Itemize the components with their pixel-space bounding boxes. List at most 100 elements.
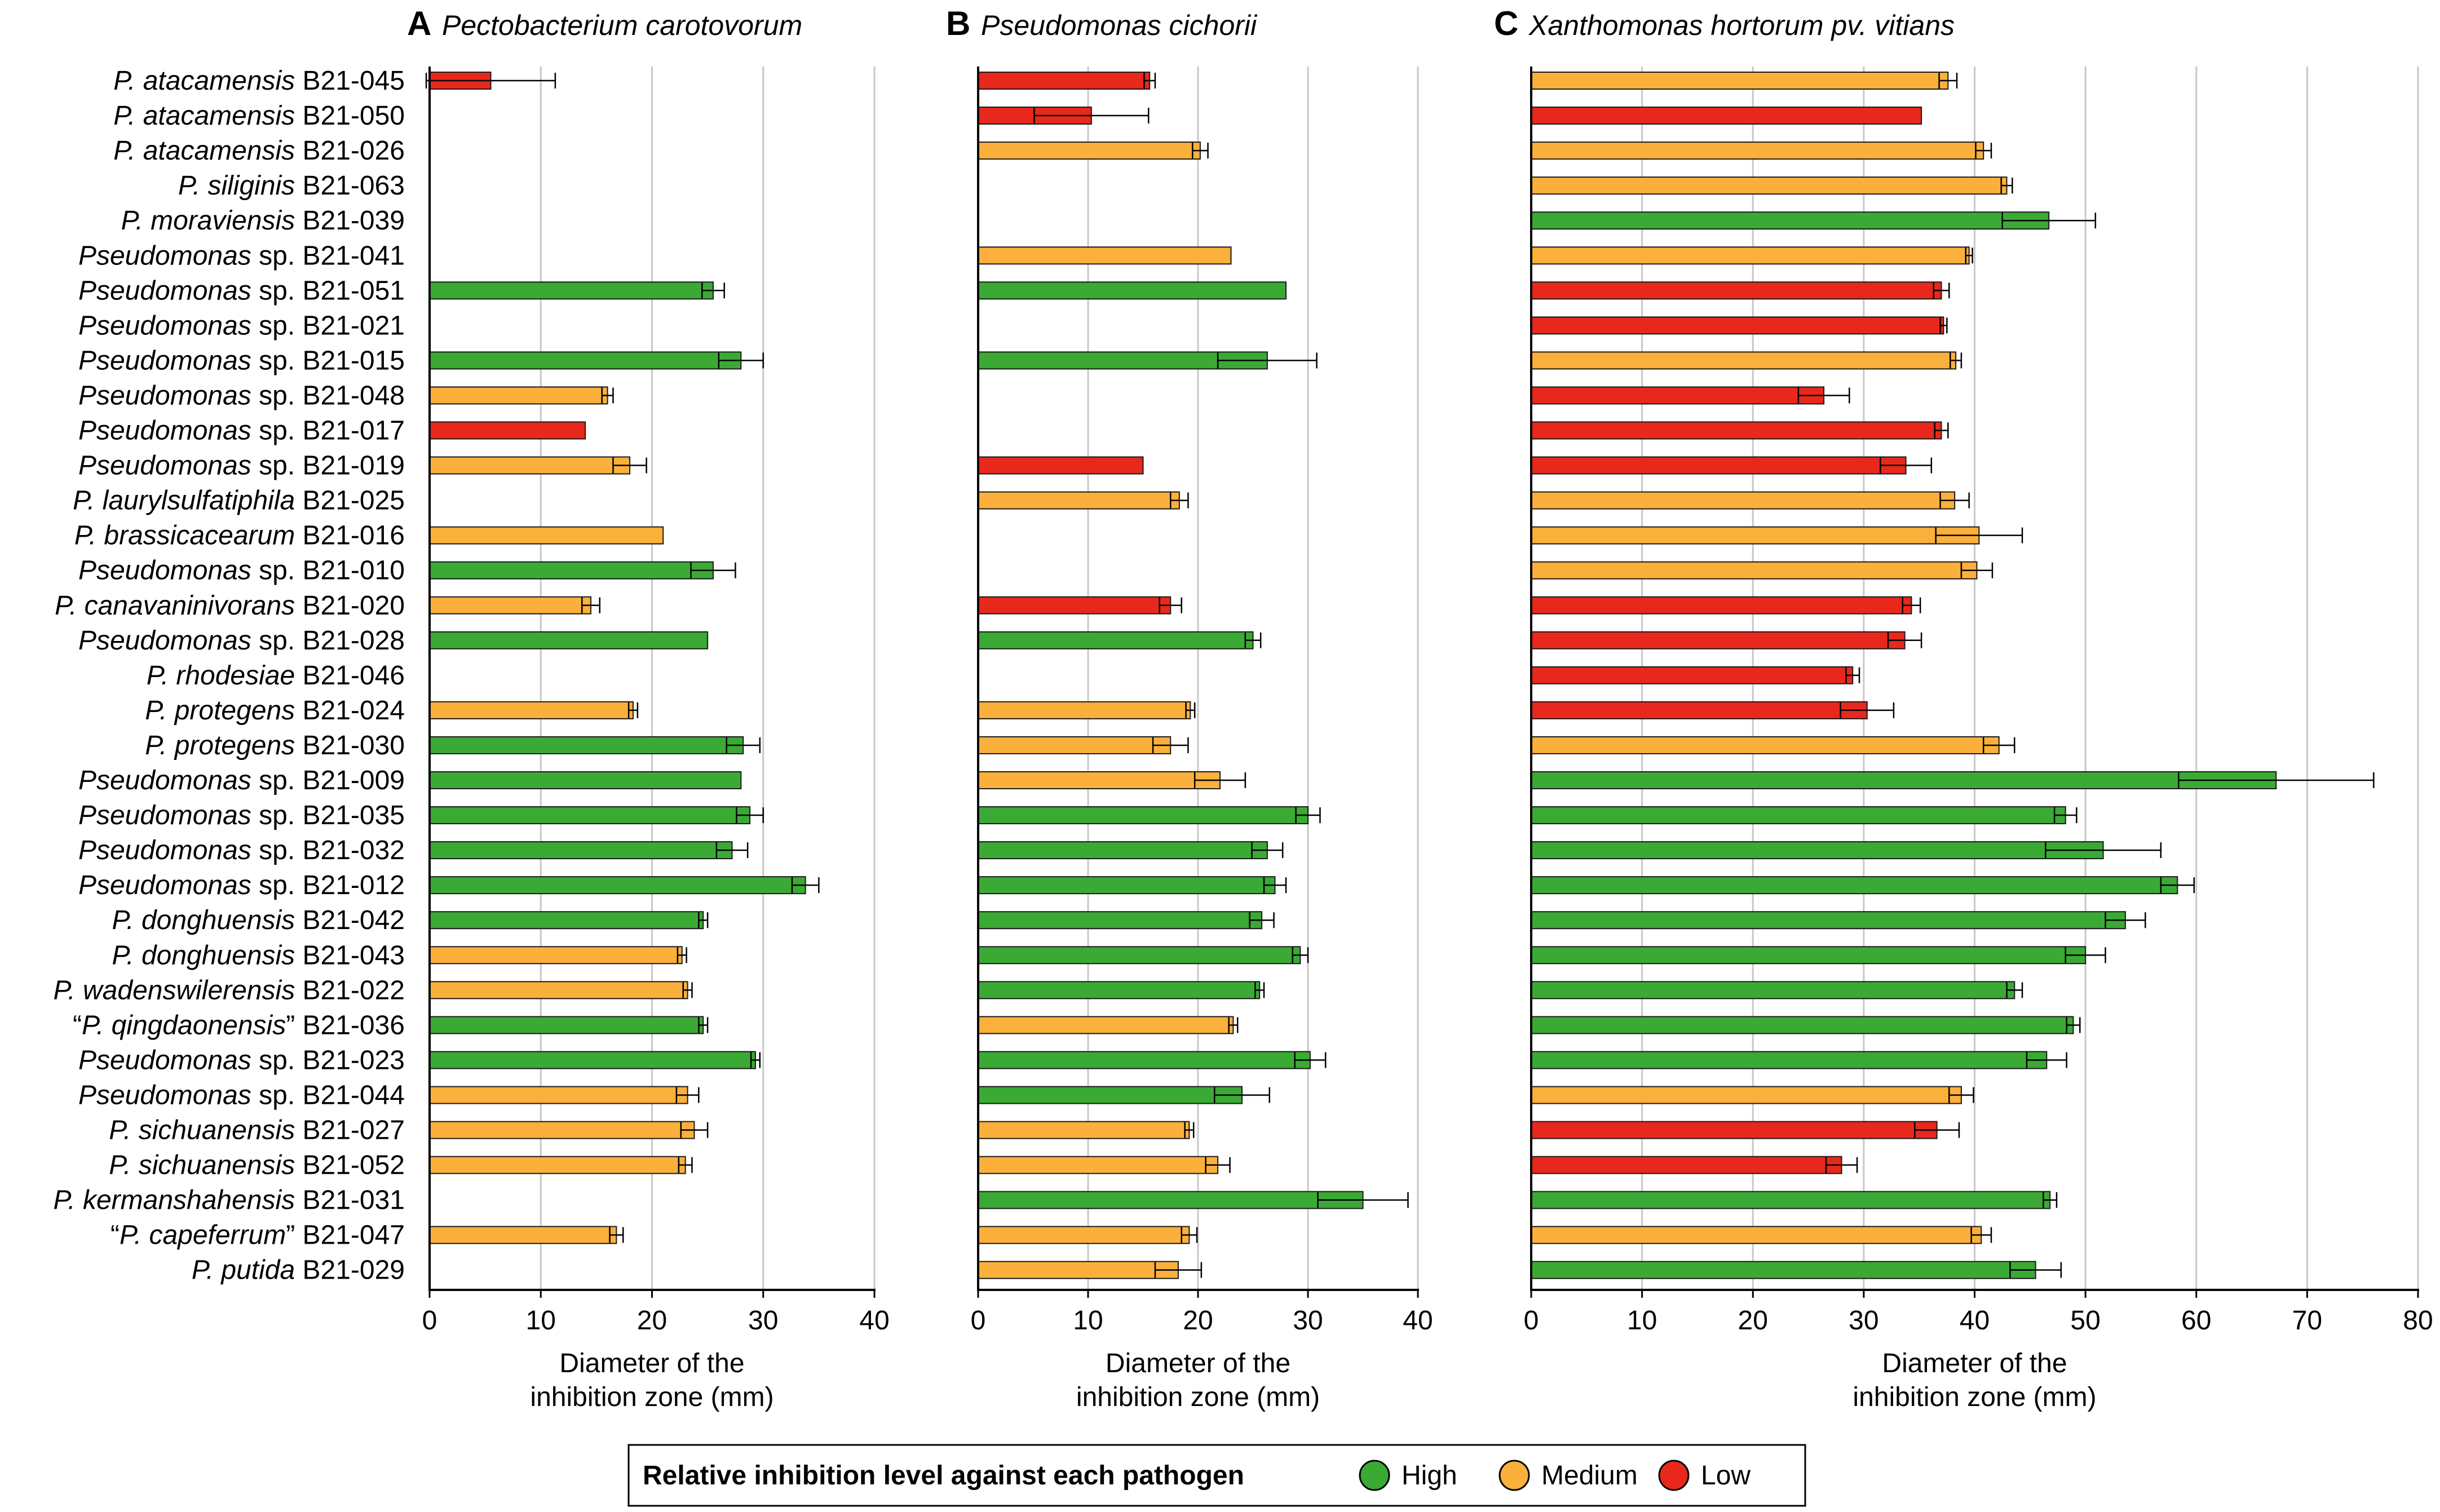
legend-label: High: [1402, 1461, 1457, 1491]
bar-low: [1531, 456, 1907, 475]
strain-label: P. canavaninivorans B21-020: [55, 591, 405, 621]
x-axis-label: Diameter of the: [559, 1349, 744, 1378]
strain-species: Pseudomonas: [78, 801, 251, 830]
bar-high: [429, 281, 714, 300]
x-tick-label: 20: [1738, 1306, 1768, 1336]
strain-species: P. capeferrum: [120, 1221, 286, 1250]
bar-low: [429, 421, 586, 440]
x-tick-label: 0: [422, 1306, 437, 1336]
strain-species: Pseudomonas: [78, 311, 251, 341]
strain-species: Pseudomonas: [78, 556, 251, 586]
strain-suffix: sp.: [251, 311, 295, 341]
strain-code: B21-026: [295, 136, 405, 166]
strain-label: P. sichuanensis B21-052: [109, 1151, 405, 1181]
bar-medium: [1531, 246, 1970, 265]
strain-code: B21-017: [295, 416, 405, 446]
strain-label: P. donghuensis B21-043: [112, 940, 405, 970]
bar-high: [1531, 806, 2066, 825]
strain-species: Pseudomonas: [78, 416, 251, 446]
strain-code: B21-048: [295, 381, 405, 410]
bar-high: [1531, 981, 2015, 1000]
legend-swatch-medium: [1499, 1460, 1530, 1491]
strain-label: Pseudomonas sp. B21-017: [78, 416, 405, 446]
strain-code: B21-012: [295, 870, 405, 900]
strain-suffix: sp.: [251, 556, 295, 586]
strain-label: Pseudomonas sp. B21-028: [78, 626, 405, 656]
strain-code: B21-044: [295, 1080, 405, 1110]
strain-species: Pseudomonas: [78, 276, 251, 306]
x-tick-label: 60: [2181, 1306, 2211, 1336]
chart-panel-c: C Xanthomonas hortorum pv. vitians 0 10 20 30…: [1494, 5, 2433, 1412]
strain-code: B21-063: [295, 171, 405, 201]
bar-medium: [978, 1156, 1219, 1174]
strain-code: B21-030: [295, 731, 405, 761]
strain-suffix: sp.: [251, 1080, 295, 1110]
bar-medium: [429, 456, 631, 475]
strain-species: P. donghuensis: [112, 905, 295, 935]
strain-species: Pseudomonas: [78, 1045, 251, 1075]
bar-medium: [978, 736, 1172, 754]
bar-medium: [978, 771, 1221, 789]
strain-species: Pseudomonas: [78, 451, 251, 481]
x-tick-label: 0: [1524, 1306, 1539, 1336]
bar-medium: [1531, 351, 1957, 370]
strain-code: B21-035: [295, 801, 405, 830]
x-tick-label: 10: [1073, 1306, 1103, 1336]
strain-species: Pseudomonas: [78, 626, 251, 656]
strain-code: B21-019: [295, 451, 405, 481]
x-tick-label: 10: [526, 1306, 556, 1336]
bar-high: [978, 981, 1261, 1000]
bar-low: [1531, 631, 1906, 649]
x-tick-label: 30: [748, 1306, 778, 1336]
bar-low: [1531, 421, 1942, 440]
strain-code: B21-032: [295, 835, 405, 865]
bar-high: [978, 1051, 1311, 1069]
strain-code: B21-036: [295, 1010, 405, 1040]
strain-code: B21-041: [295, 241, 405, 271]
strain-suffix: ”: [286, 1221, 295, 1250]
strain-label: P. moraviensis B21-039: [121, 206, 405, 236]
bar-high: [978, 631, 1254, 649]
strain-species: Pseudomonas: [78, 835, 251, 865]
strain-label: P. atacamensis B21-050: [113, 101, 405, 131]
bar-low: [1531, 1121, 1938, 1139]
bar-high: [1531, 771, 2277, 789]
bar-medium: [1531, 491, 1956, 510]
strain-code: B21-015: [295, 346, 405, 375]
x-axis-label: inhibition zone (mm): [1076, 1382, 1320, 1412]
strain-species: P. canavaninivorans: [55, 591, 295, 621]
x-tick-label: 40: [1960, 1306, 1990, 1336]
strain-label: Pseudomonas sp. B21-041: [78, 241, 405, 271]
bar-low: [1531, 701, 1868, 719]
strain-species: Pseudomonas: [78, 870, 251, 900]
bar-high: [429, 1051, 756, 1069]
strain-label: P. rhodesiae B21-046: [147, 661, 405, 691]
bar-medium: [1531, 1086, 1962, 1104]
strain-label: P. siliginis B21-063: [178, 171, 405, 201]
x-axis-label: Diameter of the: [1106, 1349, 1290, 1378]
strain-species: P. atacamensis: [113, 101, 295, 131]
strain-prefix: “: [73, 1010, 82, 1040]
strain-species: P. rhodesiae: [147, 661, 295, 691]
bar-low: [1531, 386, 1825, 405]
bar-high: [429, 561, 714, 580]
bar-medium: [429, 526, 664, 545]
strain-code: B21-051: [295, 276, 405, 306]
x-tick-label: 30: [1849, 1306, 1878, 1336]
bar-medium: [1531, 561, 1978, 580]
x-tick-label: 50: [2070, 1306, 2100, 1336]
bar-medium: [429, 981, 688, 1000]
chart-panels: A Pectobacterium carotovorum 0 10 20 30 40 Diam…: [407, 5, 2433, 1412]
bar-low: [978, 72, 1151, 90]
bar-medium: [429, 386, 608, 405]
strain-species: P. atacamensis: [113, 66, 295, 96]
bar-low: [978, 456, 1144, 475]
x-axis-label: Diameter of the: [1882, 1349, 2067, 1378]
x-tick-label: 40: [859, 1306, 889, 1336]
strain-code: B21-029: [295, 1255, 405, 1285]
x-tick-label: 20: [1183, 1306, 1213, 1336]
strain-label: P. protegens B21-030: [145, 731, 405, 761]
strain-code: B21-043: [295, 940, 405, 970]
